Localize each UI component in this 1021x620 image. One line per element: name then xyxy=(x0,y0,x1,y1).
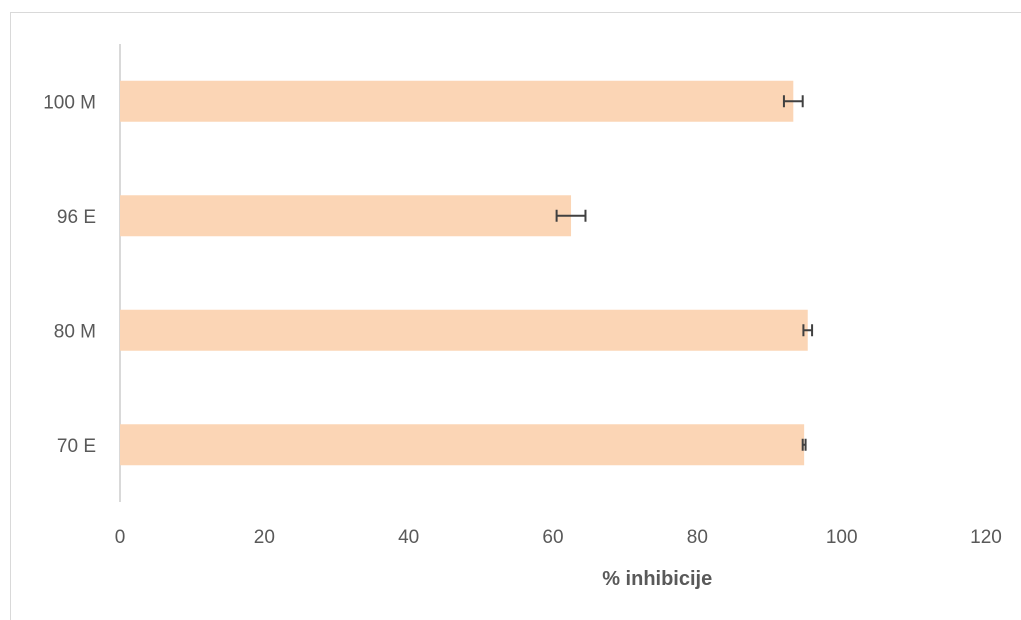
x-tick-label: 0 xyxy=(115,527,126,548)
bar-70-e xyxy=(120,424,805,466)
bar-80-m xyxy=(120,309,808,351)
x-tick-labels: 0 20 40 60 80 100 120 xyxy=(115,527,1002,548)
bar-100-m xyxy=(120,80,794,122)
y-tick-label: 96 E xyxy=(57,207,96,228)
error-bar-96-e xyxy=(555,209,587,222)
y-tick-labels: 100 M 96 E 80 M 70 E xyxy=(43,92,96,457)
error-bar-80-m xyxy=(802,324,814,337)
x-tick-label: 100 xyxy=(826,527,858,548)
chart-frame xyxy=(10,12,1021,620)
y-tick-label: 70 E xyxy=(57,436,96,457)
x-tick-label: 120 xyxy=(970,527,1002,548)
x-tick-label: 80 xyxy=(687,527,708,548)
bar-96-e xyxy=(120,195,572,237)
x-tick-label: 40 xyxy=(398,527,419,548)
error-bars-group xyxy=(555,95,814,451)
x-tick-label: 60 xyxy=(542,527,563,548)
y-tick-label: 100 M xyxy=(43,92,96,113)
x-tick-label: 20 xyxy=(254,527,275,548)
bars-group xyxy=(120,80,808,466)
y-tick-label: 80 M xyxy=(54,321,96,342)
error-bar-100-m xyxy=(782,95,804,108)
x-axis-title: % inhibicije xyxy=(602,568,712,590)
error-bar-70-e xyxy=(801,438,807,451)
